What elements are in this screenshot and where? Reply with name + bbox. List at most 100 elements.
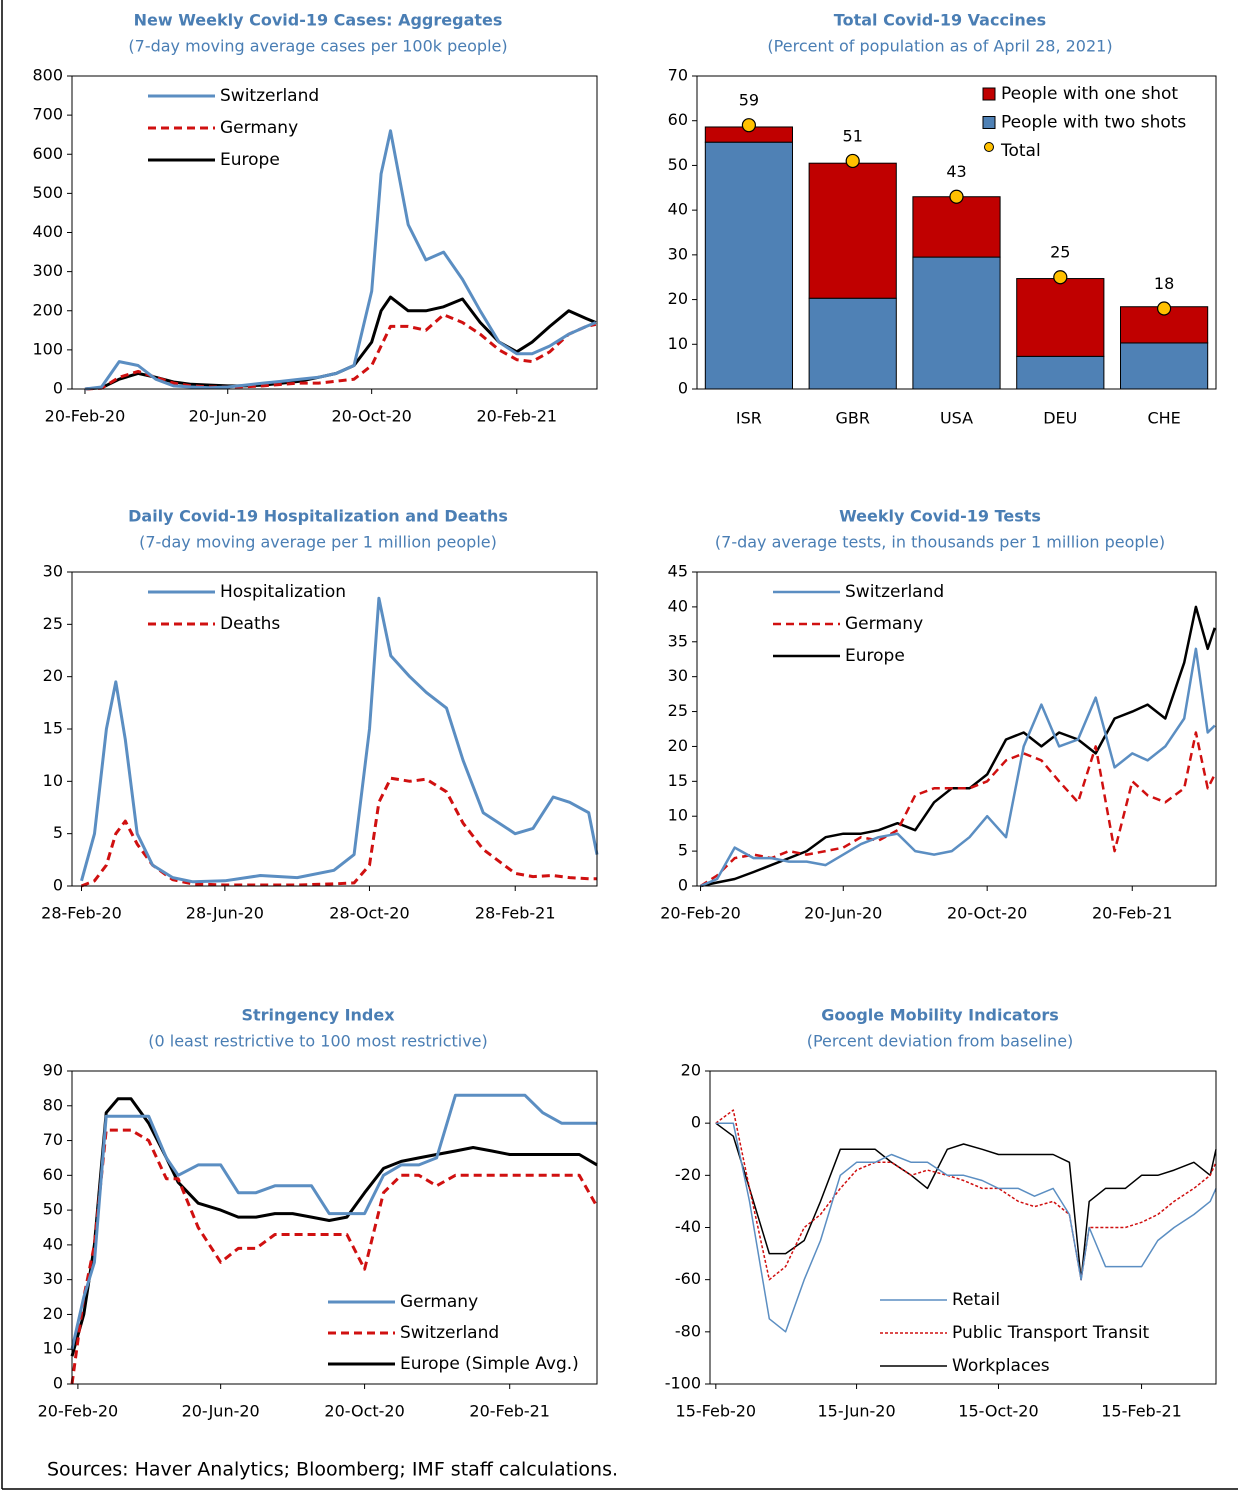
y-tick-label: 10: [668, 334, 688, 353]
x-tick-label: DEU: [1043, 409, 1077, 428]
y-tick-label: 30: [43, 1269, 63, 1288]
y-tick-label: -40: [675, 1217, 701, 1236]
bar-segment: [808, 297, 897, 390]
x-tick-label: 15-Feb-20: [676, 1402, 757, 1421]
total-dot: [1156, 301, 1172, 316]
total-dot: [845, 153, 860, 169]
y-tick-label: 0: [678, 379, 688, 398]
x-tick-label: 20-Feb-21: [469, 1402, 550, 1421]
legend-label: Hospitalization: [220, 582, 346, 602]
chart-title: Google Mobility Indicators: [821, 1006, 1059, 1025]
plot-frame: [696, 75, 1217, 390]
y-tick-label: 25: [43, 614, 63, 633]
x-tick-label: 20-Jun-20: [804, 904, 882, 923]
y-tick-label: 45: [668, 562, 688, 581]
total-dot: [741, 118, 757, 133]
x-tick-label: 15-Jun-20: [817, 1402, 895, 1421]
y-tick-label: 20: [668, 736, 688, 755]
y-tick-label: 20: [43, 666, 63, 685]
y-tick-label: 10: [43, 771, 63, 790]
chart-subtitle: (7-day moving average cases per 100k peo…: [128, 37, 507, 56]
y-tick-label: -60: [675, 1269, 701, 1288]
y-tick-label: 800: [32, 66, 63, 85]
y-tick-label: 20: [43, 1304, 63, 1323]
total-dot: [1053, 270, 1068, 285]
series-line: [80, 776, 597, 888]
legend-label: Workplaces: [952, 1356, 1050, 1376]
series-line: [700, 605, 1216, 888]
x-tick-label: GBR: [835, 409, 870, 428]
legend-label: Germany: [220, 118, 298, 138]
y-tick-label: 500: [32, 183, 63, 202]
y-tick-label: 700: [32, 105, 63, 124]
value-label: 18: [1154, 274, 1174, 293]
series-line: [80, 596, 599, 884]
legend-label: Germany: [400, 1292, 478, 1312]
y-tick-label: 0: [678, 876, 688, 895]
chart-subtitle: (Percent deviation from baseline): [807, 1032, 1074, 1051]
series-line: [699, 731, 1216, 888]
y-tick-label: 15: [668, 771, 688, 790]
y-tick-label: 90: [43, 1061, 63, 1080]
x-tick-label: 20-Oct-20: [947, 904, 1027, 923]
bar-segment: [1016, 278, 1105, 357]
value-label: 25: [1050, 243, 1070, 262]
series-line: [70, 1093, 597, 1350]
bar-segment: [912, 196, 1001, 258]
x-tick-label: 28-Oct-20: [329, 904, 409, 923]
x-tick-label: 20-Feb-21: [1092, 904, 1173, 923]
chart-subtitle: (7-day average tests, in thousands per 1…: [715, 533, 1165, 552]
legend-label: People with one shot: [1001, 84, 1178, 104]
legend-label: Total: [1000, 141, 1041, 161]
series-line: [84, 129, 597, 391]
plot-frame: [696, 571, 1217, 887]
series-line: [715, 1122, 1217, 1333]
chart-title: Total Covid-19 Vaccines: [834, 11, 1046, 30]
y-tick-label: 40: [668, 200, 688, 219]
series-line: [715, 1109, 1217, 1281]
y-tick-label: 40: [668, 596, 688, 615]
value-label: 59: [739, 91, 759, 110]
x-tick-label: 20-Jun-20: [189, 407, 267, 426]
plot-frame: [71, 571, 598, 887]
chart-title: Daily Covid-19 Hospitalization and Death…: [128, 507, 508, 526]
bar-segment: [1120, 342, 1209, 390]
plot-frame: [71, 75, 598, 390]
legend-label: Germany: [845, 614, 923, 634]
series-line: [700, 647, 1216, 888]
y-tick-label: 5: [678, 841, 688, 860]
x-tick-label: 20-Feb-20: [45, 407, 126, 426]
legend-swatch: [982, 116, 996, 129]
x-tick-label: 20-Jun-20: [182, 1402, 260, 1421]
y-tick-label: 10: [43, 1339, 63, 1358]
x-tick-label: 20-Feb-20: [660, 904, 741, 923]
y-tick-label: 80: [43, 1095, 63, 1114]
y-tick-label: 15: [43, 719, 63, 738]
source-note: Sources: Haver Analytics; Bloomberg; IMF…: [47, 1459, 618, 1481]
bar-segment: [1016, 355, 1105, 390]
legend-label: Retail: [952, 1290, 1000, 1310]
y-tick-label: 35: [668, 631, 688, 650]
y-tick-label: 5: [53, 823, 63, 842]
series-line: [70, 1128, 599, 1385]
chart-subtitle: (7-day moving average per 1 million peop…: [139, 533, 497, 552]
y-tick-label: 30: [668, 244, 688, 263]
legend-label: Deaths: [220, 614, 280, 634]
legend-label: Europe: [220, 150, 280, 170]
x-tick-label: 28-Feb-21: [475, 904, 556, 923]
y-tick-label: 400: [32, 222, 63, 241]
y-tick-label: 600: [32, 144, 63, 163]
legend-label: Europe: [845, 646, 905, 666]
plot-frame: [71, 1070, 598, 1385]
chart-title: Weekly Covid-19 Tests: [839, 507, 1041, 526]
legend-label: Switzerland: [845, 582, 944, 602]
y-tick-label: 0: [53, 876, 63, 895]
y-tick-label: -100: [665, 1374, 701, 1393]
y-tick-label: -20: [675, 1165, 701, 1184]
x-tick-label: 20-Oct-20: [331, 407, 411, 426]
y-tick-label: 40: [43, 1234, 63, 1253]
y-tick-label: 100: [32, 339, 63, 358]
x-tick-label: ISR: [736, 409, 762, 428]
y-tick-label: 0: [53, 1374, 63, 1393]
x-tick-label: USA: [940, 409, 973, 428]
